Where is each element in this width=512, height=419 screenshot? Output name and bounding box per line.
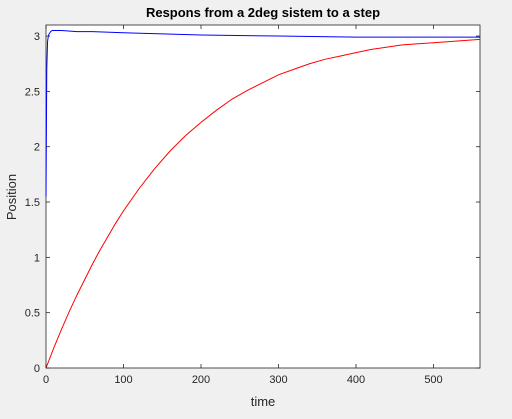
x-tick-label: 0: [43, 374, 49, 386]
x-tick-label: 200: [192, 374, 210, 386]
y-tick-label: 0: [34, 363, 40, 375]
x-tick-label: 100: [114, 374, 132, 386]
chart-title: Respons from a 2deg sistem to a step: [146, 5, 380, 20]
y-tick-label: 2.5: [25, 86, 40, 98]
plot-area: [46, 25, 480, 368]
x-tick-label: 500: [424, 374, 442, 386]
y-tick-label: 2: [34, 142, 40, 154]
y-axis-label: Position: [4, 174, 19, 220]
x-tick-label: 400: [347, 374, 365, 386]
y-tick-label: 0.5: [25, 308, 40, 320]
x-tick-label: 300: [269, 374, 287, 386]
y-tick-label: 1.5: [25, 197, 40, 209]
x-axis-label: time: [251, 394, 276, 409]
y-tick-label: 3: [34, 31, 40, 43]
y-tick-label: 1: [34, 252, 40, 264]
